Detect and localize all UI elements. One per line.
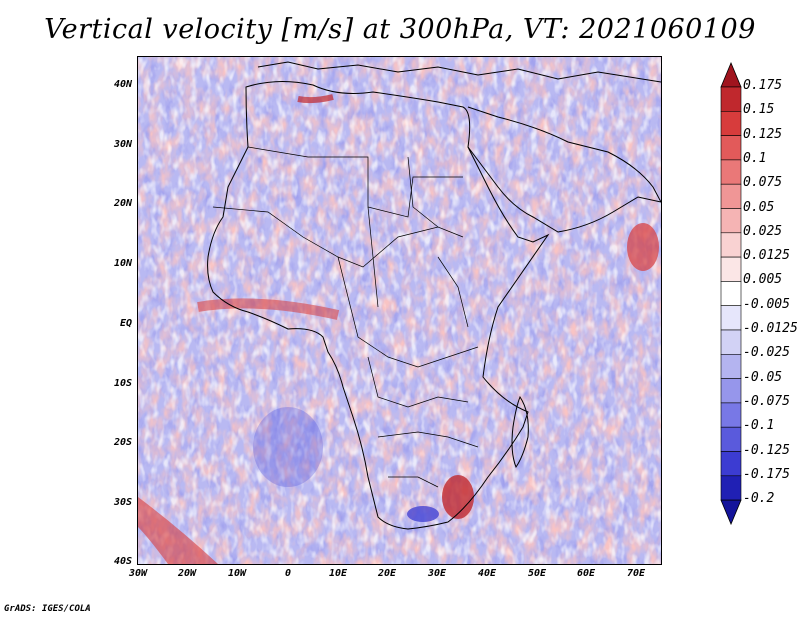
colorbar-tick-label: -0.2 (743, 491, 775, 507)
lat-label-40s: 40S (113, 556, 132, 567)
colorbar-box (720, 232, 742, 258)
colorbar-box (720, 110, 742, 136)
colorbar-tick-label: 0.175 (743, 78, 783, 93)
lon-label-20e: 20E (377, 568, 397, 579)
map-canvas (138, 57, 661, 564)
colorbar-tick-label: -0.05 (743, 369, 783, 385)
lon-label-30e: 30E (427, 568, 447, 579)
colorbar-box (720, 378, 742, 404)
lon-label-10e: 10E (328, 568, 348, 579)
lon-label-0: 0 (284, 568, 292, 579)
colorbar-tick-label: 0.075 (743, 175, 783, 191)
colorbar-tick-label: -0.1 (743, 418, 775, 434)
colorbar-box (720, 402, 742, 428)
europe-coast (257, 61, 661, 83)
colorbar-tick-label: 0.025 (743, 223, 783, 239)
lat-label-30n: 30N (113, 139, 132, 150)
middle-east-coast (467, 106, 661, 203)
colorbar-box (720, 159, 742, 185)
ascent-band-north (297, 94, 334, 104)
colorbar-box (720, 281, 742, 306)
colorbar-bottom-arrow (720, 499, 742, 526)
colorbar-box (720, 475, 742, 501)
colorbar-tick-label: 0.0125 (743, 248, 790, 264)
lon-label-10w: 10W (227, 568, 247, 579)
colorbar-tick-label: -0.0125 (743, 321, 798, 336)
madagascar-coast (511, 395, 529, 469)
colorbar-box (720, 305, 742, 331)
lon-label-70e: 70E (626, 568, 646, 579)
colorbar-boxes (720, 62, 742, 526)
colorbar (720, 62, 742, 526)
neutral-field (138, 57, 661, 564)
colorbar-box (720, 353, 742, 379)
lon-label-20w: 20W (177, 568, 197, 579)
ascent-band-southwest (138, 497, 218, 564)
colorbar-tick-label: -0.075 (743, 393, 790, 409)
lat-label-10s: 10S (113, 378, 132, 389)
chart-title: Vertical velocity [m/s] at 300hPa, VT: 2… (44, 14, 756, 45)
colorbar-tick-label: 0.05 (743, 199, 775, 215)
colorbar-top-arrow (720, 62, 742, 88)
colorbar-box (720, 86, 742, 112)
colorbar-box (720, 135, 742, 161)
lat-label-eq: EQ (119, 318, 132, 329)
colorbar-tick-label: -0.005 (743, 296, 790, 312)
country-borders (212, 146, 479, 488)
colorbar-box (720, 256, 742, 282)
lat-label-10n: 10N (113, 258, 132, 269)
colorbar-box (720, 183, 742, 209)
colorbar-tick-label: -0.025 (743, 345, 790, 361)
arabian-peninsula-coast (467, 146, 661, 233)
colorbar-box (720, 426, 742, 452)
lon-label-60e: 60E (576, 568, 596, 579)
colorbar-tick-label: 0.1 (743, 150, 767, 166)
strong-descent-region-south-africa (407, 506, 439, 522)
lat-label-40n: 40N (113, 79, 132, 90)
colorbar-box (720, 329, 742, 355)
colorbar-tick-label: -0.125 (743, 442, 790, 458)
lat-label-30s: 30S (113, 497, 132, 508)
colorbar-box (720, 208, 742, 234)
lon-label-30w: 30W (128, 568, 148, 579)
lon-label-40e: 40E (477, 568, 497, 579)
ascent-region-arabian-sea (627, 223, 659, 271)
africa-coast (207, 80, 550, 530)
lat-label-20n: 20N (113, 198, 132, 209)
coastlines (207, 61, 661, 530)
strong-ascent-region-se-africa (442, 475, 474, 519)
ascent-band-itcz (197, 298, 340, 320)
descent-region-south-atlantic (253, 407, 323, 487)
lon-label-50e: 50E (527, 568, 547, 579)
footer-credit: GrADS: IGES/COLA (4, 604, 91, 614)
colorbar-tick-label: 0.15 (743, 102, 775, 118)
velocity-map (137, 56, 662, 565)
colorbar-tick-label: -0.175 (743, 466, 790, 482)
colorbar-tick-label: 0.005 (743, 272, 783, 288)
colorbar-tick-label: 0.125 (743, 126, 783, 142)
colorbar-box (720, 451, 742, 477)
lat-label-20s: 20S (113, 437, 132, 448)
